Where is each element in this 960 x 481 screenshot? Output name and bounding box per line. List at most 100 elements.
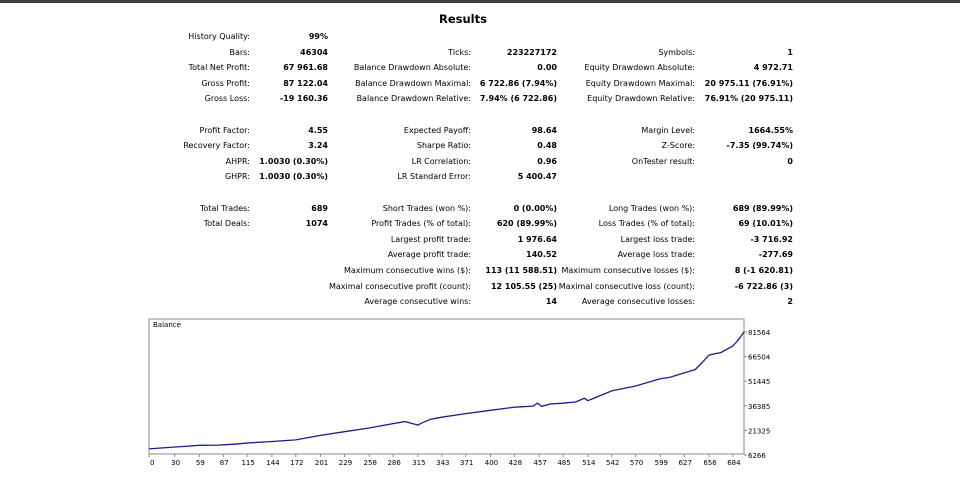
x-tick-label: 144 — [266, 459, 280, 467]
y-tick-label: 36385 — [748, 403, 770, 411]
x-tick-label: 229 — [339, 459, 352, 467]
stat-value: -7.35 (99.74%) — [726, 141, 793, 151]
x-tick-label: 172 — [290, 459, 303, 467]
stat-value: 2 — [787, 297, 793, 307]
stat-label: Margin Level: — [641, 125, 695, 135]
stat-label: Average consecutive losses: — [581, 297, 695, 307]
stat-label: GHPR: — [224, 172, 250, 182]
stat-label: Maximum consecutive losses ($): — [561, 266, 695, 275]
stat-value: 69 (10.01%) — [738, 219, 793, 229]
chart-title: Balance — [153, 321, 181, 329]
stat-label: Maximal consecutive loss (count): — [558, 281, 695, 291]
stat-value: 1.0030 (0.30%) — [259, 172, 328, 182]
stat-value: 620 (89.99%) — [496, 219, 557, 229]
stat-label: Average profit trade: — [387, 250, 471, 260]
y-tick-label: 21325 — [748, 427, 770, 435]
stat-value: 140.52 — [526, 250, 557, 260]
x-tick-label: 343 — [436, 459, 449, 467]
stat-value: -6 722.86 (3) — [734, 281, 793, 291]
stat-label: LR Correlation: — [411, 156, 471, 166]
x-tick-label: 428 — [509, 459, 522, 467]
x-tick-label: 570 — [630, 459, 643, 467]
x-tick-label: 59 — [196, 459, 205, 467]
stat-label: LR Standard Error: — [397, 172, 471, 182]
stat-value: 67 961.68 — [283, 63, 328, 73]
stat-value: -3 716.92 — [750, 234, 793, 244]
stat-label: Ticks: — [448, 47, 471, 57]
stat-value: 0.00 — [537, 63, 557, 73]
stat-value: 113 (11 588.51) — [485, 266, 557, 275]
stat-label: Profit Trades (% of total): — [371, 219, 471, 229]
stat-value: 0.96 — [537, 156, 557, 166]
stat-value: 0 (0.00%) — [513, 203, 557, 213]
stat-value: 7.94% (6 722.86) — [479, 94, 557, 104]
stat-label: Symbols: — [658, 47, 695, 57]
stat-value: 6 722.86 (7.94%) — [479, 78, 557, 88]
y-tick-label: 51445 — [748, 378, 770, 386]
stat-value: -277.69 — [758, 250, 793, 260]
x-tick-label: 315 — [412, 459, 425, 467]
stat-label: Largest loss trade: — [620, 234, 695, 244]
stat-value: 1664.55% — [748, 125, 793, 135]
stat-label: AHPR: — [225, 156, 250, 166]
balance-series-line — [148, 331, 745, 450]
stat-value: 3.24 — [308, 141, 328, 151]
stat-value: 14 — [545, 297, 557, 307]
stat-label: Loss Trades (% of total): — [598, 219, 695, 229]
stat-label: Balance Drawdown Absolute: — [353, 63, 471, 73]
stat-value: 12 105.55 (25) — [490, 281, 557, 291]
x-tick-label: 599 — [655, 459, 668, 467]
y-tick-label: 6266 — [748, 452, 766, 460]
stat-label: Average consecutive wins: — [364, 297, 471, 307]
stat-label: Balance Drawdown Relative: — [356, 94, 471, 104]
x-tick-label: 30 — [171, 459, 180, 467]
x-tick-label: 0 — [150, 459, 154, 467]
page-title: Results — [439, 12, 487, 26]
stat-value: 1074 — [305, 219, 328, 229]
stat-label: Equity Drawdown Maximal: — [585, 78, 695, 88]
x-tick-label: 258 — [364, 459, 377, 467]
x-tick-label: 371 — [460, 459, 473, 467]
stat-value: 76.91% (20 975.11) — [704, 94, 793, 104]
x-tick-label: 286 — [387, 459, 401, 467]
stat-label: Gross Profit: — [201, 78, 250, 88]
x-tick-label: 485 — [557, 459, 570, 467]
x-tick-label: 656 — [703, 459, 717, 467]
stat-value: 1 — [787, 47, 793, 57]
window-top-border — [0, 0, 960, 3]
stat-value: 87 122.04 — [283, 78, 328, 88]
stat-value: 689 (89.99%) — [732, 203, 793, 213]
stat-value: 223227172 — [506, 47, 557, 57]
stat-label: Equity Drawdown Relative: — [587, 94, 695, 104]
stat-label: Largest profit trade: — [390, 234, 471, 244]
stat-label: Equity Drawdown Absolute: — [584, 63, 695, 73]
stat-label: Profit Factor: — [199, 125, 250, 135]
stat-label: Long Trades (won %): — [608, 203, 695, 213]
stat-label: Average loss trade: — [617, 250, 695, 260]
stat-label: Total Net Profit: — [188, 63, 250, 73]
stat-value: 0.48 — [537, 141, 557, 151]
stat-label: Recovery Factor: — [183, 141, 250, 151]
x-tick-label: 201 — [315, 459, 328, 467]
plot-area — [148, 318, 745, 455]
stat-value: 99% — [308, 32, 328, 41]
x-tick-label: 87 — [220, 459, 229, 467]
stat-value: 0 — [787, 156, 793, 166]
stat-value: 8 (-1 620.81) — [734, 266, 793, 275]
stat-label: Total Deals: — [203, 219, 250, 229]
stat-label: History Quality: — [188, 32, 250, 41]
stat-label: Bars: — [229, 47, 250, 57]
x-tick-label: 627 — [679, 459, 692, 467]
stat-value: 46304 — [300, 47, 328, 57]
stat-label: Maximal consecutive profit (count): — [328, 281, 471, 291]
x-tick-label: 542 — [606, 459, 619, 467]
x-tick-label: 514 — [582, 459, 596, 467]
stat-value: 1 976.64 — [517, 234, 557, 244]
stat-value: -19 160.36 — [279, 94, 328, 104]
stat-value: 20 975.11 (76.91%) — [704, 78, 793, 88]
stat-value: 5 400.47 — [517, 172, 557, 182]
stat-value: 1.0030 (0.30%) — [259, 156, 328, 166]
stat-value: 98.64 — [531, 125, 557, 135]
x-tick-label: 457 — [533, 459, 546, 467]
